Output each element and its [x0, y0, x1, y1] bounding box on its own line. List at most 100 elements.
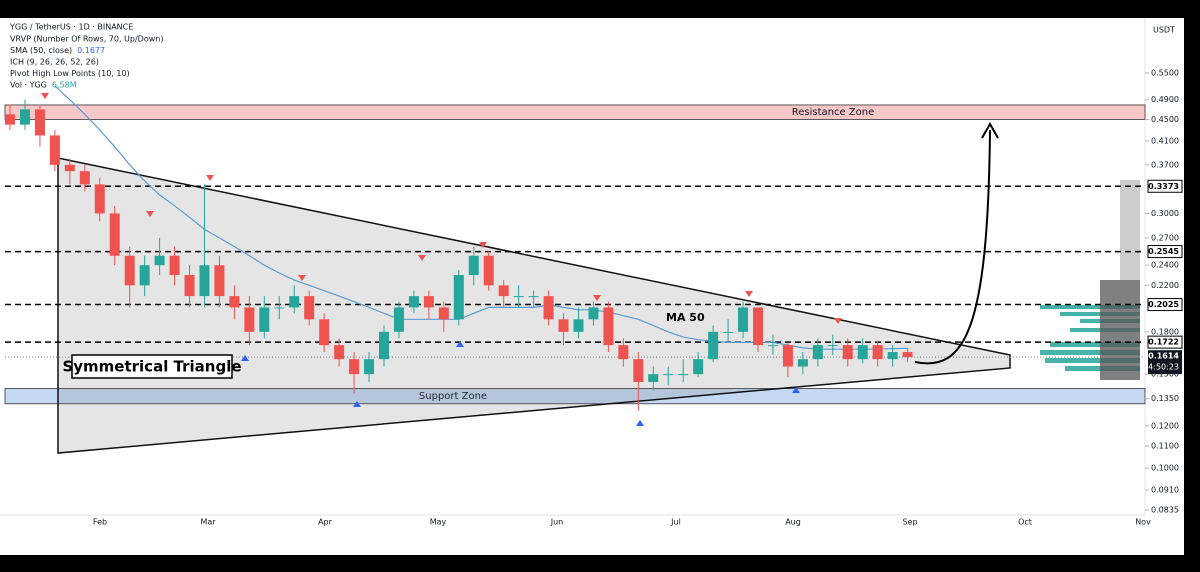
profile-bar: [1050, 342, 1140, 347]
candle-body: [663, 374, 674, 376]
level-box: [1147, 245, 1183, 259]
candle-body: [34, 109, 45, 136]
candle-body: [334, 345, 345, 360]
indicator-name: SMA (50, close): [10, 46, 72, 55]
candle-body: [64, 164, 75, 172]
candle-body: [349, 359, 360, 375]
candle-body: [364, 359, 375, 375]
candle-body: [513, 296, 524, 298]
candle-body: [887, 352, 898, 360]
candle-body: [124, 255, 135, 286]
arrow-head: [981, 121, 999, 139]
ma-line: [54, 85, 908, 350]
y-tick-label: 0.4500: [1151, 115, 1179, 124]
profile-bar: [1045, 358, 1140, 363]
candle-body: [693, 359, 704, 375]
x-tick-label: Mar: [200, 518, 216, 527]
level-label: 0.2545: [1148, 247, 1179, 256]
candle-body: [558, 319, 569, 332]
candle-body: [723, 331, 734, 333]
candle-body: [154, 255, 165, 266]
profile-bar: [1100, 280, 1140, 380]
currency-label: USDT: [1153, 26, 1175, 35]
last-price-box: [1148, 350, 1182, 375]
y-tick-label: 0.1100: [1151, 442, 1179, 451]
indicator-name: Pivot High Low Points (10, 10): [10, 69, 130, 78]
candle-body: [379, 331, 389, 360]
indicator-name: ICH (9, 26, 26, 52, 26): [10, 58, 99, 67]
candle-body: [872, 345, 883, 360]
x-tick-label: Jul: [670, 518, 681, 527]
y-tick-label: 0.1800: [1151, 327, 1179, 336]
x-tick-label: May: [430, 518, 447, 527]
y-tick-label: 0.4900: [1151, 95, 1179, 104]
zone: [4, 104, 1146, 120]
candle-body: [184, 275, 195, 297]
candle-body: [767, 345, 778, 347]
level-label: 0.3373: [1148, 182, 1179, 191]
candle-body: [304, 296, 315, 320]
countdown: 14:50:23: [1143, 363, 1179, 372]
y-tick-label: 0.2700: [1151, 233, 1179, 242]
pattern-label: Symmetrical Triangle: [62, 358, 241, 376]
x-tick-label: Sep: [902, 518, 917, 527]
candle-body: [738, 307, 749, 332]
candle-body: [19, 109, 30, 125]
candle-body: [782, 345, 793, 367]
zone-label: Resistance Zone: [792, 107, 875, 118]
pattern-label-box: [71, 354, 233, 379]
candle-body: [603, 307, 614, 346]
indicator-value: 0.1677: [77, 46, 105, 55]
candle-body: [259, 307, 270, 332]
candle-body: [49, 135, 60, 165]
y-tick-label: 0.2400: [1151, 261, 1179, 270]
indicator-name: Vol · YGG: [10, 81, 47, 90]
candle-body: [708, 331, 719, 360]
candle-body: [94, 184, 105, 214]
candle-body: [842, 345, 853, 360]
candle-body: [543, 296, 554, 320]
x-tick-label: Nov: [1135, 518, 1151, 527]
profile-bar: [1040, 350, 1140, 355]
candle-body: [5, 114, 15, 125]
x-tick-label: Feb: [93, 518, 107, 527]
indicator-name: VRVP (Number Of Rows, 70, Up/Down): [10, 35, 163, 44]
candle-body: [393, 307, 404, 332]
candle-body: [797, 359, 808, 367]
candle-body: [528, 296, 539, 298]
chart-title: YGG / TetherUS · 1D · BINANCE: [9, 23, 133, 32]
candle-body: [857, 345, 868, 360]
level-box: [1147, 335, 1183, 349]
candle-body: [633, 359, 644, 382]
candle-body: [483, 255, 494, 286]
y-tick-label: 0.4100: [1151, 137, 1179, 146]
level-label: 0.2025: [1148, 300, 1179, 309]
profile-bar: [1120, 180, 1140, 280]
candle-body: [648, 374, 659, 382]
candle-body: [438, 307, 449, 320]
candle-body: [214, 265, 225, 297]
x-tick-label: Oct: [1018, 518, 1032, 527]
y-tick-label: 0.3000: [1151, 209, 1179, 218]
level-box: [1147, 179, 1183, 193]
candle-body: [199, 265, 210, 297]
candle-body: [274, 307, 285, 309]
candle-body: [229, 296, 240, 308]
candle-body: [169, 255, 180, 276]
x-tick-label: Aug: [785, 518, 801, 527]
y-tick-label: 0.0835: [1151, 505, 1179, 514]
candle-body: [408, 296, 419, 308]
candle-body: [753, 307, 763, 346]
candle-body: [827, 345, 838, 347]
y-tick-label: 0.0910: [1151, 486, 1179, 495]
candle-body: [79, 171, 90, 185]
volume-profile: [1040, 180, 1140, 380]
candle-body: [588, 307, 599, 320]
y-tick-label: 0.5500: [1151, 68, 1179, 77]
projection-arrow: [914, 129, 991, 365]
candle-body: [902, 352, 913, 358]
candle-body: [319, 319, 330, 346]
level-box: [1147, 298, 1183, 312]
x-tick-label: Apr: [318, 518, 333, 527]
